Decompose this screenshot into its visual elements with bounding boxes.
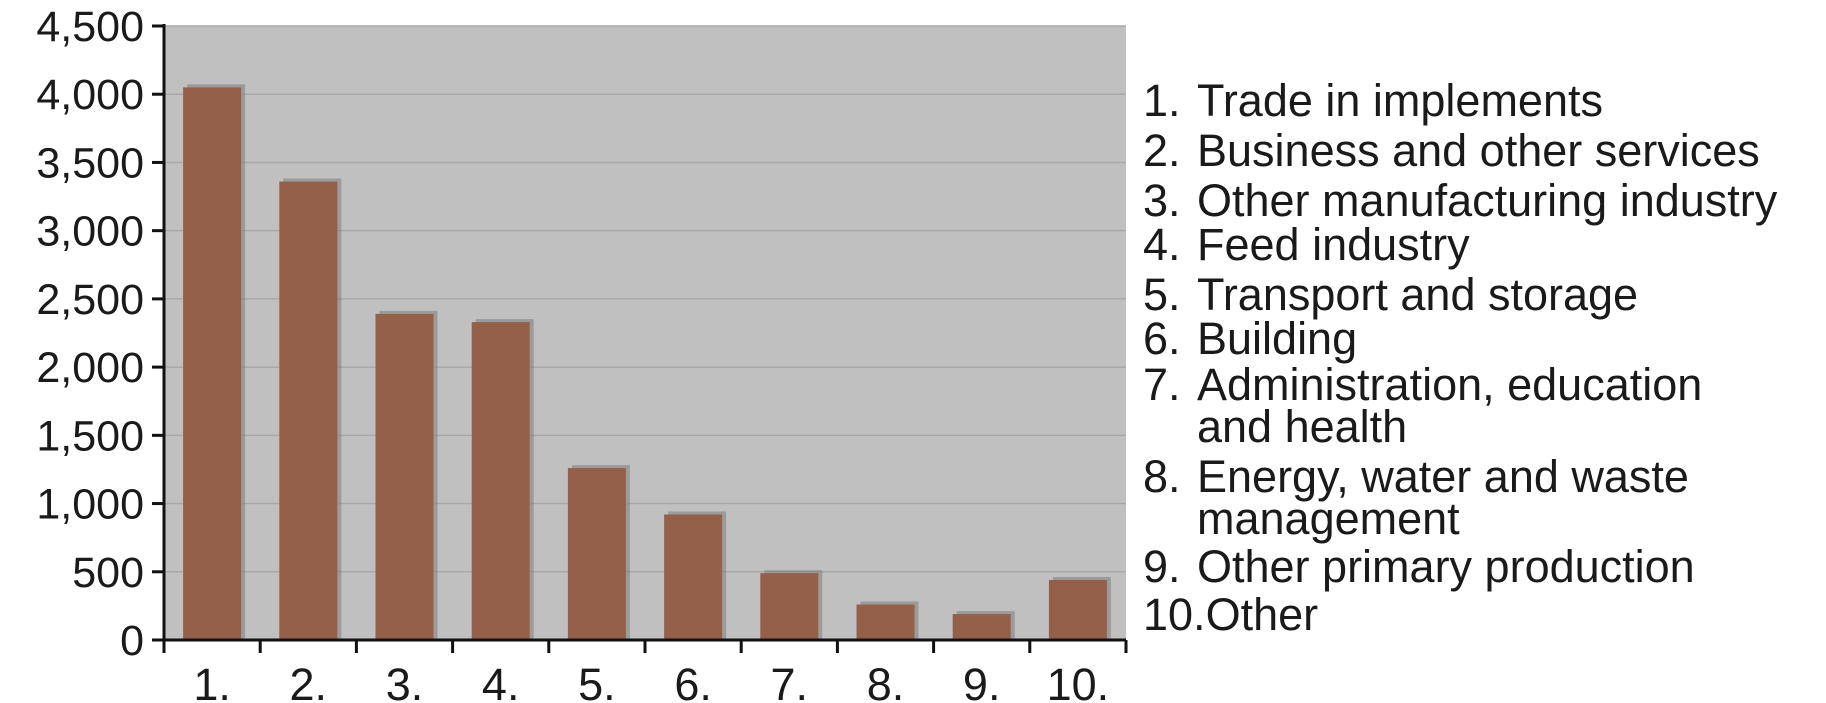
legend-item-number: 6. <box>1143 313 1181 364</box>
axes <box>152 24 1128 653</box>
y-tick-label: 2,000 <box>36 344 144 392</box>
legend-item-number: 3. <box>1143 175 1181 226</box>
x-tick-label: 7. <box>771 659 809 703</box>
bar-6 <box>664 514 723 640</box>
legend-item: 1. Trade in implements <box>1143 75 1777 126</box>
legend-item-label: Trade in implements <box>1197 75 1603 126</box>
legend-item-label: Building <box>1197 313 1358 364</box>
bar-10 <box>1048 579 1107 640</box>
bar-4 <box>471 322 530 640</box>
y-tick-label: 0 <box>120 617 144 665</box>
legend-item-label: Other <box>1205 589 1319 640</box>
x-tick-label: 9. <box>963 659 1001 703</box>
legend-item-number: 9. <box>1143 541 1181 592</box>
y-tick-label: 4,500 <box>36 3 144 51</box>
legend-item: 6. Building <box>1143 313 1777 364</box>
legend-item-label: Administration, education and health <box>1197 359 1703 452</box>
legend-item-number: 7. <box>1143 359 1181 410</box>
y-tick-label: 3,500 <box>36 139 144 187</box>
legend-item-label: Energy, water and waste management <box>1197 451 1689 544</box>
x-tick-label: 8. <box>867 659 905 703</box>
legend-item-label: Transport and storage <box>1197 269 1639 320</box>
y-tick-label: 500 <box>72 549 144 597</box>
legend-item: 3. Other manufacturing industry <box>1143 175 1778 226</box>
legend-item-label: Feed industry <box>1197 219 1470 270</box>
legend-item: 10. Other <box>1143 589 1777 640</box>
bar-9 <box>952 614 1011 640</box>
y-tick-label: 1,500 <box>36 412 144 460</box>
bars <box>183 84 1111 640</box>
bar-7 <box>760 573 819 640</box>
bar-8 <box>856 604 915 640</box>
x-tick-label: 3. <box>386 659 424 703</box>
legend-item-number: 10. <box>1143 589 1206 640</box>
legend-item: 5. Transport and storage <box>1143 269 1777 320</box>
legend-item-label: Business and other services <box>1197 125 1760 176</box>
x-tick-labels: 1. 2. 3. 4. 5. 6. 7. 8. 9. 10. <box>193 659 1109 703</box>
x-tick-label: 2. <box>290 659 328 703</box>
legend-item-number: 2. <box>1143 125 1181 176</box>
legend-item-number: 5. <box>1143 269 1181 320</box>
legend-item: 4. Feed industry <box>1143 219 1777 270</box>
legend-item: 8. Energy, water and waste management <box>1143 451 1777 544</box>
legend-item-number: 4. <box>1143 219 1181 270</box>
y-tick-label: 3,000 <box>36 208 144 256</box>
legend-item-number: 8. <box>1143 451 1181 502</box>
x-tick-label: 4. <box>482 659 520 703</box>
legend-item: 2. Business and other services <box>1143 125 1777 176</box>
bar-chart: 0 500 1,000 1,500 2,000 2,500 3,000 3,500 4,000 4… <box>36 3 1128 703</box>
bar-2 <box>279 181 338 640</box>
bar-1 <box>183 87 242 640</box>
legend-item-label: Other manufacturing industry <box>1197 175 1778 226</box>
x-tick-label: 1. <box>193 659 231 703</box>
x-tick-label: 10. <box>1047 659 1110 703</box>
legend-item: 9. Other primary production <box>1143 541 1777 592</box>
legend-item-label: Other primary production <box>1197 541 1695 592</box>
bar-5 <box>567 468 626 640</box>
y-tick-labels: 0 500 1,000 1,500 2,000 2,500 3,000 3,500 4,000 4… <box>36 3 144 665</box>
legend-item: 7. Administration, education and health <box>1143 359 1777 452</box>
x-tick-label: 5. <box>578 659 616 703</box>
y-tick-label: 1,000 <box>36 481 144 529</box>
legend: 1. Trade in implements 2. Business and othe… <box>1143 75 1778 640</box>
y-tick-label: 2,500 <box>36 276 144 324</box>
bar-3 <box>375 313 434 640</box>
y-tick-label: 4,000 <box>36 71 144 119</box>
x-tick-label: 6. <box>674 659 712 703</box>
legend-item-number: 1. <box>1143 75 1181 126</box>
